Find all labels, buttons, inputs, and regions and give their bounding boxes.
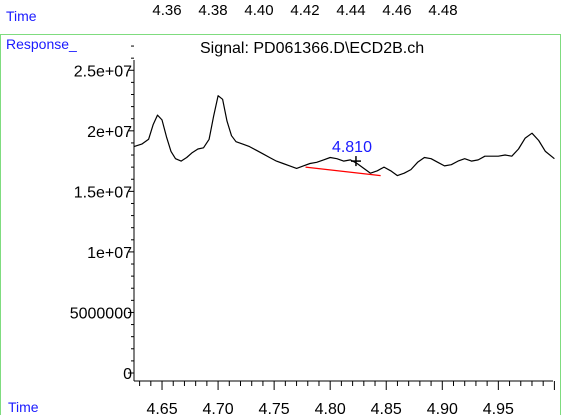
y-tick-label: 2.5e+07 [74, 63, 132, 80]
top-tick-label: 4.48 [428, 2, 458, 19]
y-axis-title: Response_ [6, 36, 77, 52]
x-tick-label: 4.65 [146, 401, 177, 415]
x-tick-label: 4.90 [427, 401, 458, 415]
top-time-label: Time [6, 8, 37, 24]
integration-baseline [305, 166, 381, 177]
top-time-axis-strip: Time 4.36 4.38 4.40 4.42 4.44 4.46 4.48 [0, 0, 561, 35]
chart-title: Signal: PD061366.D\ECD2B.ch [200, 40, 425, 57]
x-tick-label: 4.80 [315, 401, 346, 415]
x-tick-label: 4.70 [203, 401, 234, 415]
x-tick-label: 4.95 [483, 401, 514, 415]
y-tick-label: 1e+07 [87, 245, 132, 262]
top-tick-label: 4.42 [290, 2, 320, 19]
top-tick-label: 4.40 [244, 2, 274, 19]
top-tick-label: 4.44 [336, 2, 366, 19]
y-tick-label: 5000000 [70, 305, 132, 322]
bottom-time-label: Time [8, 399, 39, 415]
top-tick-label: 4.46 [382, 2, 412, 19]
top-tick-label: 4.36 [152, 2, 182, 19]
y-tick-label: 2e+07 [87, 124, 132, 141]
y-tick-label: 0 [123, 366, 132, 383]
signal-trace [133, 95, 555, 177]
left-border [0, 34, 1, 415]
y-tick-label: 1.5e+07 [74, 184, 132, 201]
peak-label: 4.810 [332, 139, 372, 156]
x-tick-label: 4.85 [371, 401, 402, 415]
top-tick-label: 4.38 [198, 2, 228, 19]
x-tick-label: 4.75 [259, 401, 290, 415]
